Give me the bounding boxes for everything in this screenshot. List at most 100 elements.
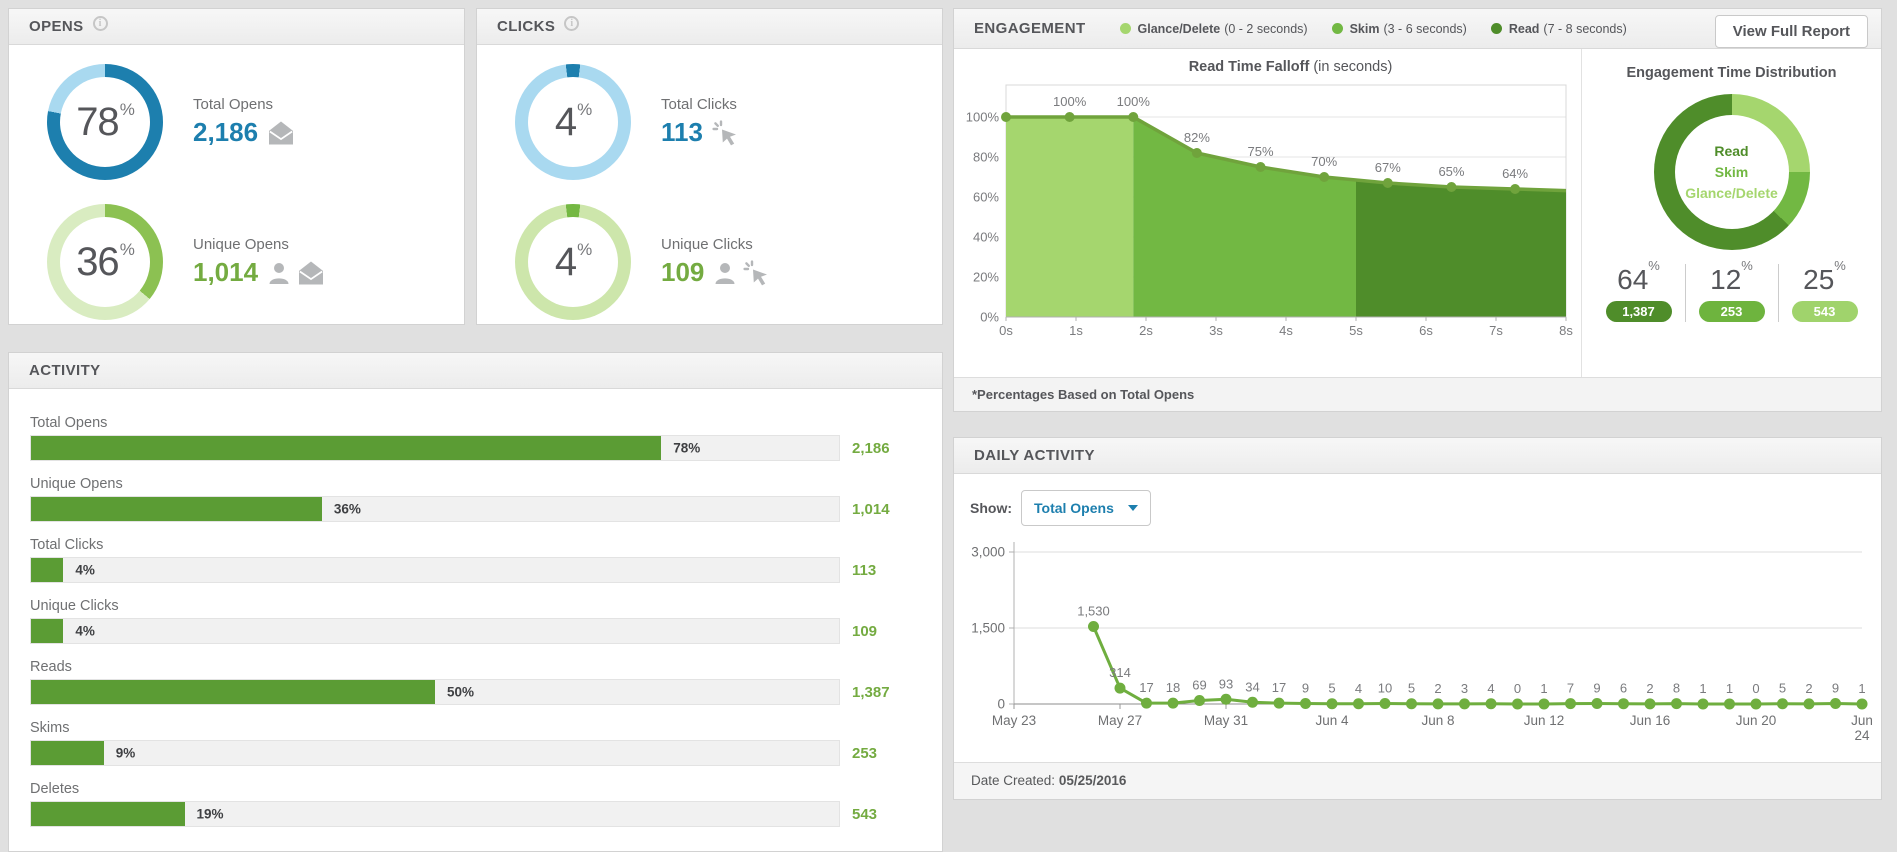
legend-dot-icon [1331, 23, 1343, 34]
opens-metric-row-unique-opens: 36% Unique Opens 1,014 [9, 199, 464, 325]
svg-text:8: 8 [1673, 681, 1680, 696]
svg-text:69: 69 [1192, 678, 1206, 693]
chevron-down-icon [1128, 505, 1138, 511]
svg-text:8s: 8s [1559, 323, 1573, 338]
svg-text:70%: 70% [1311, 154, 1337, 169]
metric-value-row: 109 [661, 257, 769, 288]
daily-activity-panel: DAILY ACTIVITY Show: Total Opens 0 1,500 3… [953, 437, 1882, 800]
svg-text:3: 3 [1461, 681, 1468, 696]
activity-bar-track: 50% [30, 679, 840, 705]
svg-text:17: 17 [1139, 680, 1153, 695]
svg-text:20%: 20% [973, 270, 999, 285]
daily-line [1092, 625, 1863, 706]
daily-activity-controls: Show: Total Opens [970, 490, 1881, 526]
show-metric-select[interactable]: Total Opens [1021, 490, 1151, 526]
falloff-subtitle-text: (in seconds) [1313, 59, 1393, 75]
svg-text:24: 24 [1854, 728, 1870, 743]
activity-bar-value: 253 [852, 744, 878, 762]
date-created-value: 05/25/2016 [1058, 773, 1127, 788]
svg-text:82%: 82% [1184, 130, 1210, 145]
distribution-center-label-skim: Skim [1714, 163, 1749, 180]
activity-bar-line: 19% 543 [30, 801, 926, 827]
svg-text:5s: 5s [1349, 323, 1363, 338]
svg-text:2: 2 [1805, 681, 1812, 696]
svg-text:Jun 16: Jun 16 [1630, 713, 1671, 728]
show-label: Show: [970, 500, 1012, 516]
donut-percent-value: 36% [76, 239, 135, 284]
opens-metrics: 78% Total Opens 2,186 36% Unique Opens 1,014 [9, 45, 464, 339]
donut-gauge: 4% [515, 64, 631, 180]
engagement-panel-header: ENGAGEMENT Glance/Delete (0 - 2 seconds) S… [954, 9, 1881, 49]
clicks-panel: CLICKS i 4% Total Clicks 113 4% Unique Click… [476, 8, 943, 325]
donut-gauge: 4% [515, 204, 631, 320]
date-created-label: Date Created: [971, 773, 1056, 788]
activity-bar-track: 78% [30, 435, 840, 461]
metric-text-block: Total Clicks 113 [661, 96, 738, 148]
metric-icons [267, 121, 295, 145]
svg-text:Jun 4: Jun 4 [1315, 713, 1349, 728]
distribution-stat-percent: 25% [1803, 257, 1846, 295]
metric-label: Total Opens [193, 96, 274, 113]
envelope-icon [269, 121, 294, 144]
activity-row-unique-opens: Unique Opens 36% 1,014 [30, 476, 926, 522]
activity-row-total-opens: Total Opens 78% 2,186 [30, 415, 926, 461]
daily-axis-labels: 0 1,500 3,000 May 23 May 27 May 31 Jun 4 Jun 8 J… [971, 545, 1873, 744]
svg-text:100%: 100% [1053, 94, 1087, 109]
metric-label: Unique Opens [193, 236, 289, 253]
svg-text:2: 2 [1646, 681, 1653, 696]
svg-text:May 23: May 23 [992, 713, 1036, 728]
legend-range: (7 - 8 seconds) [1543, 21, 1627, 36]
activity-bar-line: 50% 1,387 [30, 679, 926, 705]
metric-value-row: 113 [661, 117, 738, 148]
view-full-report-button[interactable]: View Full Report [1714, 15, 1868, 48]
falloff-axis-labels: 0% 20% 40% 60% 80% 100% 0s 1s 2s 3s 4s 5s 6s 7s 8s [966, 110, 1574, 339]
daily-activity-chart: 0 1,500 3,000 May 23 May 27 May 31 Jun 4 Jun 8 J… [971, 542, 1873, 744]
opens-metric-row-total-opens: 78% Total Opens 2,186 [9, 59, 464, 185]
envelope-icon [299, 261, 324, 284]
activity-bar-label: Unique Clicks [30, 598, 119, 614]
read-time-falloff-section: Read Time Falloff (in seconds) 100% 100% 8… [954, 49, 1581, 377]
metric-value-number: 113 [661, 117, 703, 147]
activity-bar-fill [31, 802, 185, 826]
svg-text:93: 93 [1219, 676, 1233, 691]
engagement-distribution-donut: Read Skim Glance/Delete [1653, 94, 1810, 250]
svg-text:10: 10 [1378, 680, 1392, 695]
opens-panel-header: OPENS i [9, 9, 464, 45]
activity-bar-fill [31, 741, 104, 765]
activity-bar-label: Reads [30, 659, 72, 675]
show-metric-selected-value: Total Opens [1034, 500, 1114, 516]
clicks-panel-title: CLICKS [497, 18, 556, 35]
activity-bar-track: 19% [30, 801, 840, 827]
svg-text:0: 0 [997, 697, 1005, 712]
metric-icons [712, 119, 738, 146]
activity-bar-value: 109 [852, 622, 878, 640]
daily-gridlines [1014, 551, 1862, 629]
svg-text:34: 34 [1245, 679, 1259, 694]
engagement-distribution-section: Engagement Time Distribution Read Skim Gla… [1581, 49, 1881, 377]
svg-text:1s: 1s [1069, 323, 1083, 338]
distribution-title: Engagement Time Distribution [1626, 65, 1837, 81]
distribution-center-labels: Read Skim Glance/Delete [1654, 94, 1810, 250]
svg-text:9: 9 [1593, 681, 1600, 696]
activity-bar-percent: 19% [196, 806, 224, 822]
activity-bar-label: Unique Opens [30, 476, 123, 492]
svg-text:4: 4 [1487, 681, 1494, 696]
info-icon[interactable]: i [564, 16, 580, 31]
activity-bar-value: 1,387 [852, 683, 890, 701]
activity-row-skims: Skims 9% 253 [30, 720, 926, 766]
activity-bar-fill [31, 436, 662, 460]
donut-percent-value: 78% [76, 99, 135, 144]
activity-bar-value: 543 [852, 805, 878, 823]
svg-text:0: 0 [1752, 681, 1759, 696]
metric-label: Total Clicks [661, 96, 737, 113]
svg-text:17: 17 [1272, 680, 1286, 695]
read-time-falloff-chart: 100% 100% 82% 75% 70% 67% 65% 64% 0% 20% 40% 60% 80%… [966, 84, 1574, 339]
svg-text:2: 2 [1434, 681, 1441, 696]
clicks-metric-row-total-clicks: 4% Total Clicks 113 [477, 59, 942, 185]
donut-percent-value: 4% [554, 239, 593, 284]
info-icon[interactable]: i [92, 16, 108, 31]
distribution-stat-column: 12% 253 [1684, 258, 1778, 322]
activity-bar-percent: 4% [75, 623, 95, 639]
activity-bar-line: 4% 109 [30, 618, 926, 644]
